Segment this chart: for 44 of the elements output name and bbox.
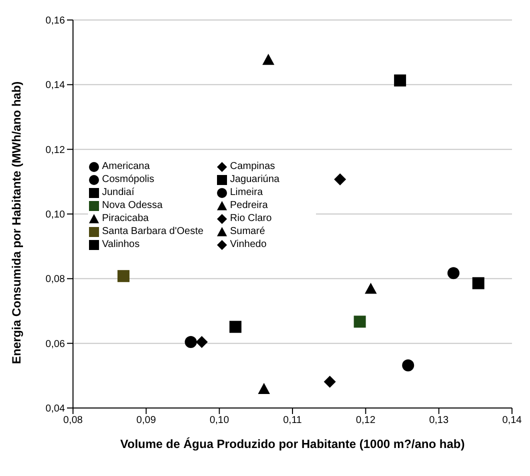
point [229, 320, 242, 333]
x-axis-title: Volume de Água Produzido por Habitante (1000 m?/ano hab) [120, 437, 465, 451]
y-axis-title: Energia Consumida por Habitante (MWh/ano hab) [9, 81, 24, 364]
legend-label: Valinhos [102, 239, 140, 250]
point [258, 382, 270, 394]
point [394, 74, 406, 86]
x-tick-label: 0,10 [210, 415, 230, 426]
x-tick-label: 0,12 [356, 415, 376, 426]
point [196, 336, 208, 348]
legend-label: Cosmópolis [102, 174, 154, 185]
point [324, 376, 336, 388]
legend-label: Limeira [230, 187, 263, 198]
legend-label: Jaguariúna [230, 174, 280, 185]
legend-label: Santa Barbara d'Oeste [102, 226, 204, 237]
point [262, 54, 274, 65]
legend-label: Americana [102, 161, 150, 172]
legend-label: Piracicaba [102, 213, 149, 224]
x-tick-label: 0,13 [429, 415, 449, 426]
legend-label: Campinas [230, 161, 276, 172]
legend-label: Jundiaí [102, 187, 134, 198]
point [184, 336, 197, 348]
x-tick-label: 0,11 [283, 415, 302, 426]
y-tick-label: 0,14 [46, 80, 66, 92]
y-tick-label: 0,12 [46, 144, 66, 156]
y-tick-label: 0,08 [46, 274, 66, 286]
legend-label: Pedreira [230, 200, 268, 211]
y-tick-label: 0,10 [46, 210, 66, 221]
legend-label: Rio Claro [230, 213, 272, 224]
legend-label: Nova Odessa [102, 200, 163, 211]
legend-label: Sumaré [230, 226, 266, 237]
y-tick-label: 0,06 [46, 338, 66, 350]
x-tick-label: 0,08 [63, 415, 84, 426]
point [334, 173, 346, 186]
point [117, 270, 130, 282]
legend-label: Vinhedo [230, 239, 267, 250]
x-tick-label: 0,09 [136, 415, 156, 426]
point [402, 359, 414, 372]
point [472, 277, 484, 290]
point [354, 316, 366, 328]
point [447, 267, 460, 280]
point [364, 282, 377, 294]
x-tick-label: 0,14 [502, 415, 522, 426]
y-tick-label: 0,16 [46, 16, 66, 27]
y-tick-label: 0,04 [46, 404, 66, 415]
